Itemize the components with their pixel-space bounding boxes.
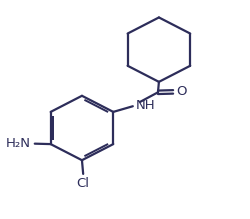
Text: O: O <box>176 85 186 98</box>
Text: Cl: Cl <box>77 177 90 189</box>
Text: NH: NH <box>135 99 155 112</box>
Text: H₂N: H₂N <box>6 137 31 150</box>
